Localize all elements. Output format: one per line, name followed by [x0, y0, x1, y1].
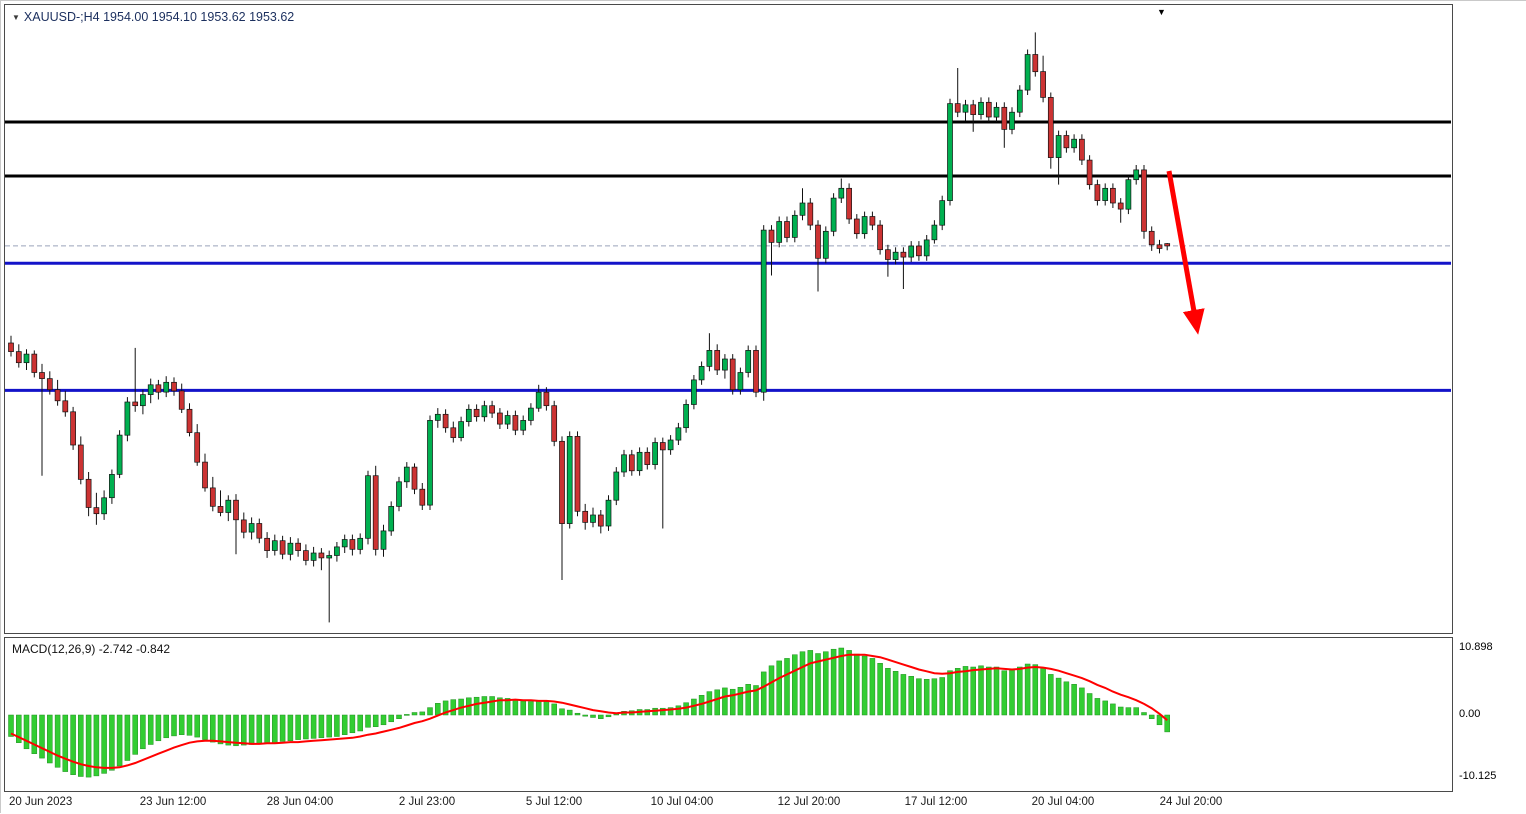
- price-tick-label: 1980.40: [1459, 73, 1499, 86]
- macd-tick-label: 0.00: [1459, 708, 1481, 720]
- price-tick-label: 1917.10: [1459, 462, 1499, 475]
- price-tick-label: 1948.75: [1459, 267, 1499, 280]
- price-line-label[interactable]: 1965.00: [1454, 167, 1525, 182]
- time-tick-label: 20 Jun 2023: [9, 796, 73, 808]
- scroll-end-marker-icon[interactable]: ▼: [1157, 7, 1166, 17]
- time-tick-label: 23 Jun 12:00: [139, 796, 207, 808]
- time-scale-axis[interactable]: 20 Jun 2023 23 Jun 12:00 28 Jun 04:00 2 Jul…: [1, 794, 1526, 814]
- price-svg: [5, 32, 1451, 623]
- macd-indicator-label: MACD(12,26,9) -2.742 -0.842: [12, 642, 171, 656]
- price-tick-label: 1969.75: [1459, 138, 1499, 151]
- chart-header: ▼ XAUUSD-;H4 1954.00 1954.10 1953.62 1953…: [12, 10, 294, 24]
- time-tick-label: 10 Jul 04:00: [650, 796, 714, 808]
- time-tick-label: 12 Jul 20:00: [777, 796, 841, 808]
- price-tick-label: 1990.90: [1459, 9, 1499, 21]
- price-tick-label: 1938.10: [1459, 333, 1499, 346]
- macd-indicator-panel[interactable]: MACD(12,26,9) -2.742 -0.842: [4, 637, 1453, 792]
- price-scale-axis[interactable]: 1990.90 1980.40 1969.75 1959.25 1948.75 1938.…: [1453, 1, 1526, 637]
- price-tick-label: 1927.60: [1459, 397, 1499, 410]
- trend-arrow: [1166, 170, 1205, 335]
- price-line-label[interactable]: 1973.80: [1454, 112, 1525, 127]
- macd-svg: [8, 647, 1170, 778]
- macd-tick-label: -10.125: [1459, 770, 1497, 783]
- price-tick-label: 1906.60: [1459, 526, 1499, 539]
- price-chart-panel[interactable]: ▼ XAUUSD-;H4 1954.00 1954.10 1953.62 1953…: [4, 4, 1453, 634]
- symbol-dropdown-icon[interactable]: ▼: [12, 13, 20, 22]
- price-line-label[interactable]: 1930.08: [1454, 381, 1525, 396]
- price-tick-label: 1895.95: [1459, 591, 1499, 604]
- price-line-label[interactable]: 1950.80: [1454, 254, 1525, 269]
- time-tick-label: 28 Jun 04:00: [266, 796, 334, 808]
- price-line-label[interactable]: 1953.62: [1454, 236, 1525, 251]
- macd-tick-label: 10.898: [1459, 640, 1493, 653]
- price-tick-label: 1959.25: [1459, 203, 1499, 216]
- time-tick-label: 17 Jul 12:00: [904, 796, 968, 808]
- time-tick-label: 5 Jul 12:00: [525, 796, 583, 808]
- macd-chart-canvas[interactable]: [5, 638, 1451, 791]
- time-tick-label: 20 Jul 04:00: [1031, 796, 1095, 808]
- candlestick-chart-canvas[interactable]: [5, 5, 1451, 633]
- time-tick-label: 2 Jul 23:00: [398, 796, 456, 808]
- macd-signal-line: [10, 653, 1168, 769]
- symbol-ohlc-info: XAUUSD-;H4 1954.00 1954.10 1953.62 1953.…: [23, 10, 295, 24]
- time-tick-label: 24 Jul 20:00: [1159, 796, 1223, 808]
